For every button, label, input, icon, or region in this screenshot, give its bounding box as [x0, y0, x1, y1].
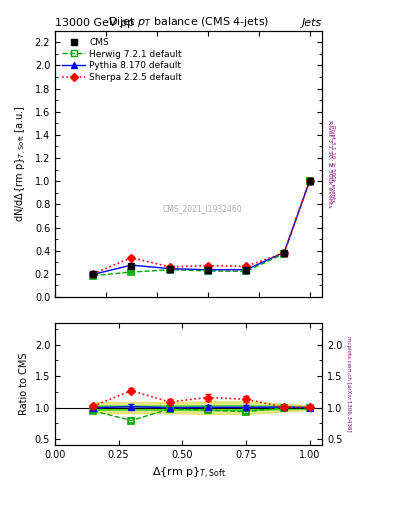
Legend: CMS, Herwig 7.2.1 default, Pythia 8.170 default, Sherpa 2.2.5 default: CMS, Herwig 7.2.1 default, Pythia 8.170 …: [59, 35, 185, 85]
Text: Rivet 3.1.10, ≥ 500k events: Rivet 3.1.10, ≥ 500k events: [328, 120, 332, 208]
Y-axis label: Rivet 3.1.10, ≥ 500k events: Rivet 3.1.10, ≥ 500k events: [331, 125, 336, 202]
Y-axis label: Ratio to CMS: Ratio to CMS: [19, 353, 29, 415]
Y-axis label: dN/d$\Delta\{$rm p$\}_{T,\rm Soft}$ [a.u.]: dN/d$\Delta\{$rm p$\}_{T,\rm Soft}$ [a.u…: [14, 105, 29, 222]
Text: 13000 GeV pp: 13000 GeV pp: [55, 18, 134, 28]
X-axis label: $\Delta\{$rm p$\}_{T,\rm Soft}$: $\Delta\{$rm p$\}_{T,\rm Soft}$: [152, 466, 226, 481]
Y-axis label: mcplots.cern.ch [arXiv:1306.3436]: mcplots.cern.ch [arXiv:1306.3436]: [346, 336, 351, 432]
Text: Jets: Jets: [302, 18, 322, 28]
Title: Dijet $p_T$ balance (CMS 4-jets): Dijet $p_T$ balance (CMS 4-jets): [108, 15, 269, 29]
Text: CMS_2021_I1932460: CMS_2021_I1932460: [162, 205, 242, 214]
